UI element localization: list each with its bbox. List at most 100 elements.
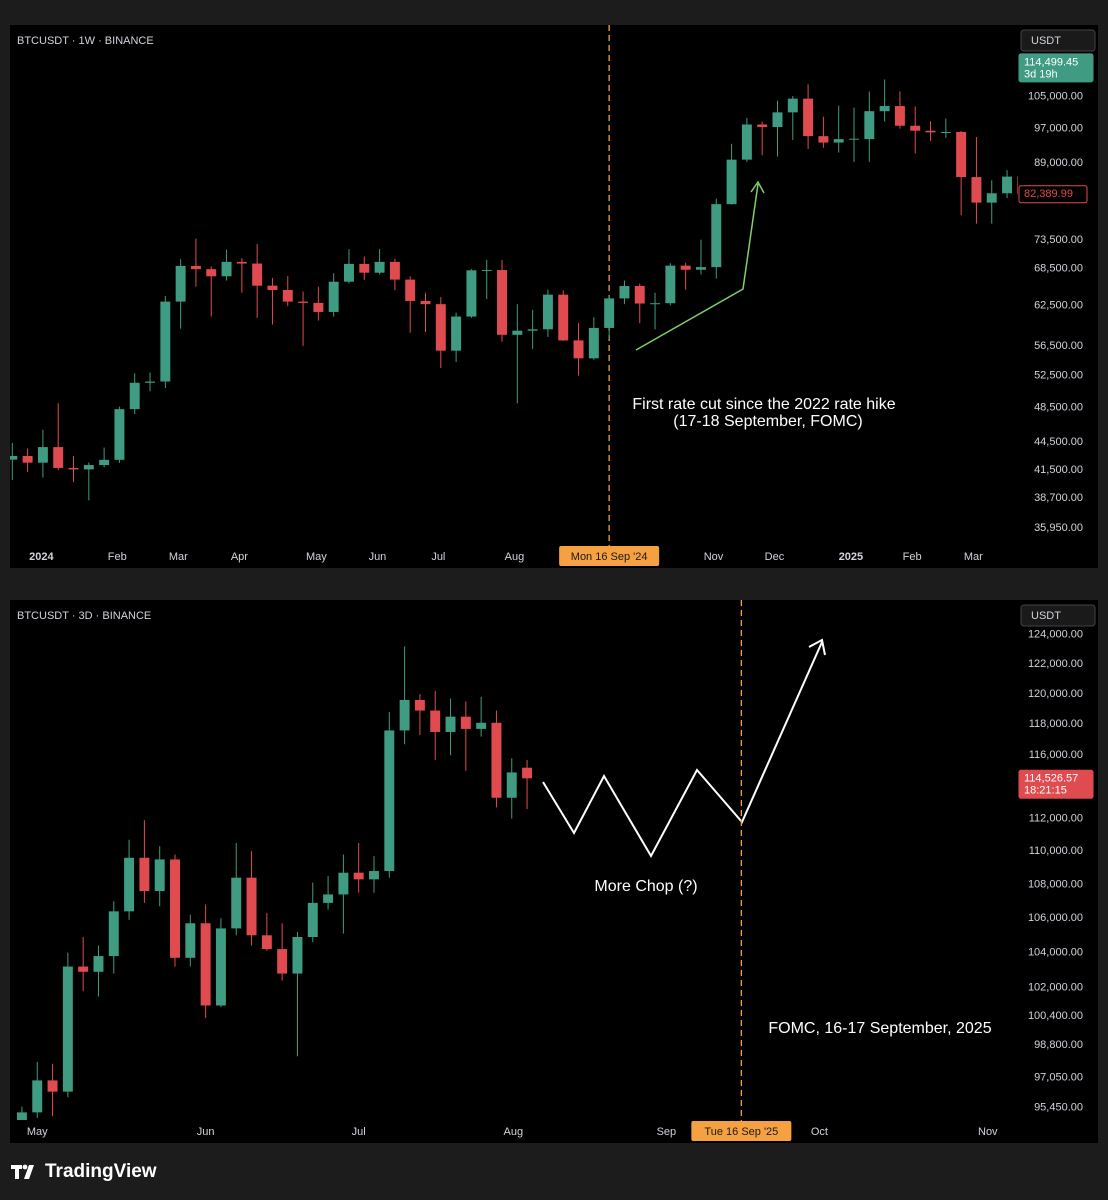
candle-body <box>650 303 661 305</box>
candle-body <box>328 281 339 312</box>
event-label: Mon 16 Sep '24 <box>571 551 648 563</box>
currency-label: USDT <box>1031 35 1061 47</box>
candle-body <box>420 300 431 305</box>
x-tick-label: Feb <box>903 551 922 563</box>
y-tick-label: 97,000.00 <box>1034 123 1083 135</box>
candle-body <box>236 261 247 264</box>
price-label: 114,499.45 <box>1024 56 1078 68</box>
candle-body <box>695 267 706 270</box>
candle-body <box>206 269 217 277</box>
candle-body <box>741 124 752 160</box>
candle-body <box>68 467 79 470</box>
candle-body <box>879 106 890 112</box>
annotation: (17-18 September, FOMC) <box>673 413 862 430</box>
x-tick-label: 2024 <box>29 551 54 563</box>
candle-body <box>818 136 829 143</box>
y-tick-label: 116,000.00 <box>1029 749 1083 761</box>
candle-body <box>129 382 140 410</box>
y-tick-label: 38,700.00 <box>1034 492 1083 504</box>
candle-body <box>323 894 334 903</box>
candle-body <box>93 956 104 972</box>
candle-body <box>604 298 615 328</box>
candle-body <box>277 949 288 974</box>
y-tick-label: 62,500.00 <box>1034 299 1083 311</box>
candle-body <box>849 138 859 140</box>
candle-body <box>83 465 94 470</box>
candle-body <box>389 261 400 280</box>
candle-body <box>711 204 722 268</box>
logo: TradingView <box>11 1161 157 1182</box>
price-label-box <box>1018 769 1094 799</box>
candle-body <box>200 923 211 1006</box>
candle-body <box>512 330 523 335</box>
candle-body <box>772 112 783 127</box>
candle-body <box>231 877 242 929</box>
y-tick-label: 105,000.00 <box>1028 91 1083 103</box>
y-tick-label: 73,500.00 <box>1034 234 1083 246</box>
candle-body <box>588 327 599 359</box>
x-tick-label: Jun <box>197 1126 215 1138</box>
candle-body <box>16 1112 27 1120</box>
y-tick-label: 112,000.00 <box>1029 813 1083 825</box>
x-tick-label: Sep <box>657 1126 677 1138</box>
candle-body <box>10 455 18 460</box>
y-tick-label: 104,000.00 <box>1028 946 1083 958</box>
y-tick-label: 41,500.00 <box>1034 464 1083 476</box>
candle-body <box>53 447 64 468</box>
y-tick-label: 122,000.00 <box>1028 658 1083 670</box>
currency-box <box>1020 29 1096 52</box>
candle-body <box>910 125 921 131</box>
x-tick-label: May <box>27 1126 48 1138</box>
candle-body <box>726 159 737 205</box>
y-tick-label: 98,800.00 <box>1034 1039 1083 1051</box>
candle-body <box>359 263 370 273</box>
candle-body <box>353 872 364 880</box>
candle-body <box>374 261 385 273</box>
currency-label: USDT <box>1031 610 1061 622</box>
candle-body <box>573 340 584 359</box>
candle-body <box>185 923 196 958</box>
candle-body <box>246 877 257 936</box>
candle-body <box>261 935 272 950</box>
currency-box <box>1020 604 1096 627</box>
candle-body <box>170 859 180 958</box>
candle-body <box>267 285 278 290</box>
candle-body <box>292 937 303 974</box>
panel-top <box>10 25 1098 568</box>
candle-body <box>481 270 492 272</box>
candle-body <box>435 304 446 351</box>
candle-body <box>139 857 150 892</box>
candle-body <box>190 265 201 270</box>
candle-body <box>833 139 844 143</box>
y-tick-label: 89,000.00 <box>1034 157 1083 169</box>
candle-body <box>956 131 967 178</box>
arrow <box>635 183 759 351</box>
candle-body <box>1017 176 1018 195</box>
candle-body <box>282 289 293 302</box>
event-label-box <box>691 1121 792 1141</box>
candle-body <box>527 329 538 331</box>
candle-body <box>864 111 875 140</box>
x-tick-label: Nov <box>978 1126 998 1138</box>
price-sublabel: 3d 19h <box>1024 68 1058 80</box>
x-tick-label: Apr <box>231 551 248 563</box>
x-tick-label: 2025 <box>839 551 863 563</box>
x-tick-label: Mar <box>169 551 188 563</box>
x-tick-label: Dec <box>765 551 785 563</box>
candle-body <box>925 130 936 133</box>
candle-body <box>1002 176 1013 194</box>
candle-body <box>940 131 951 133</box>
candle-body <box>221 261 232 277</box>
candle-body <box>160 301 171 382</box>
candle-body <box>491 722 502 798</box>
annotation: First rate cut since the 2022 rate hike <box>632 396 895 413</box>
y-tick-label: 52,500.00 <box>1034 369 1083 381</box>
y-tick-label: 108,000.00 <box>1028 878 1083 890</box>
event-label-box <box>559 546 660 566</box>
y-tick-label: 97,050.00 <box>1034 1072 1083 1084</box>
candle-body <box>803 98 814 137</box>
x-tick-label: Jun <box>369 551 387 563</box>
candle-body <box>430 710 441 732</box>
